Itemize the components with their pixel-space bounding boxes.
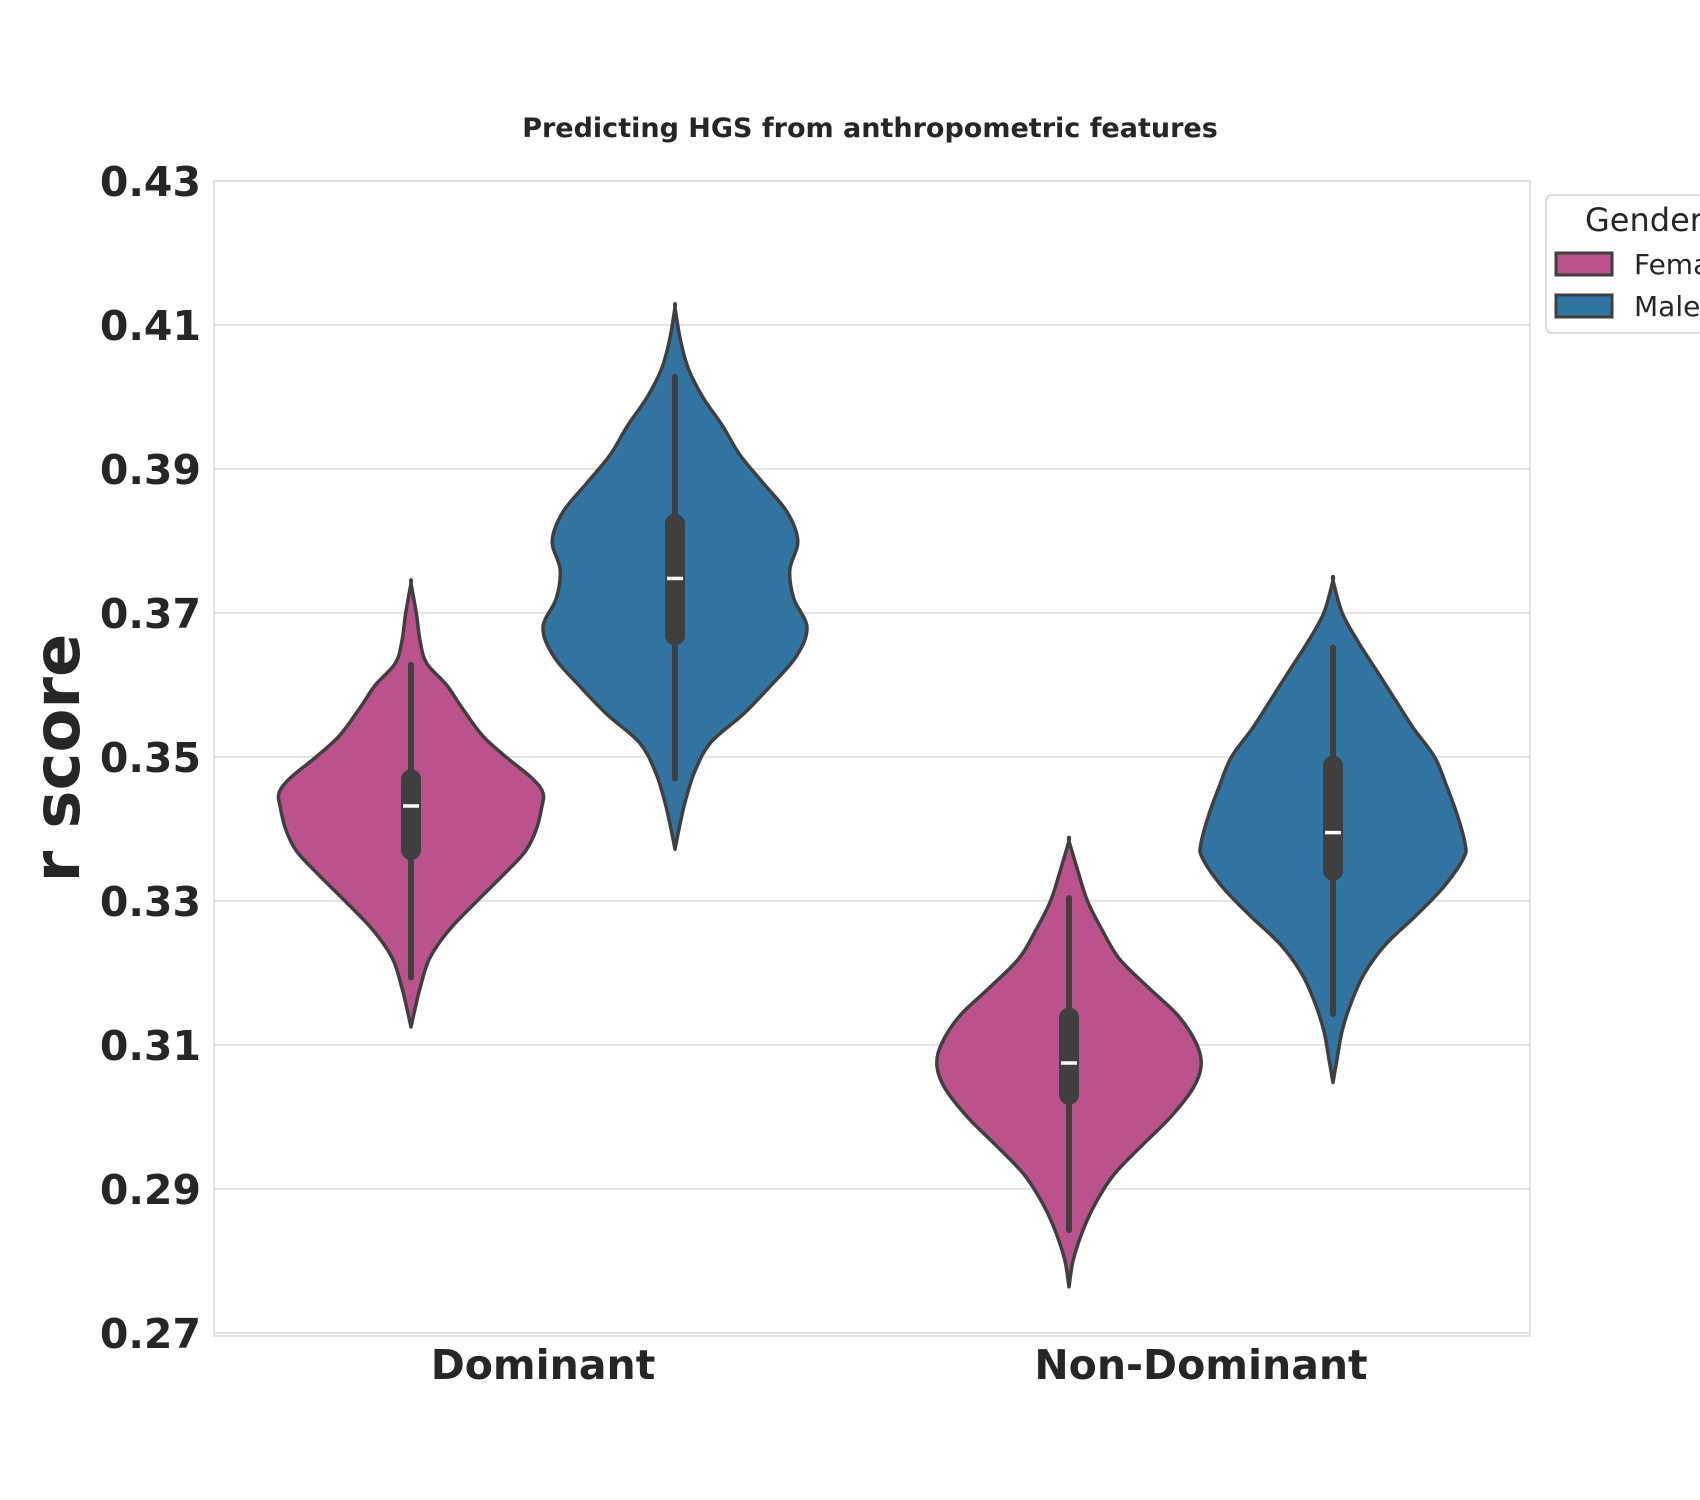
- y-tick-label: 0.35: [100, 734, 201, 782]
- violin-male-dominant: [541, 301, 809, 851]
- legend-label: Female: [1634, 248, 1700, 281]
- y-tick-label: 0.33: [100, 878, 201, 926]
- y-tick-label: 0.27: [100, 1310, 201, 1358]
- y-tick-label: 0.31: [100, 1022, 201, 1070]
- legend-title: Gender: [1585, 201, 1700, 239]
- legend: Gender Female Male: [1545, 194, 1700, 334]
- legend-label: Male: [1634, 290, 1700, 323]
- violin-iqr-box: [1059, 1007, 1079, 1105]
- y-tick-label: 0.41: [100, 302, 201, 350]
- violin-iqr-box: [1323, 755, 1343, 881]
- y-tick-label: 0.29: [100, 1166, 201, 1214]
- legend-swatch: [1554, 251, 1614, 277]
- chart-title: Predicting HGS from anthropometric featu…: [522, 113, 1218, 144]
- violin-male-non-dominant: [1198, 574, 1468, 1085]
- violins: [276, 301, 1468, 1289]
- x-tick-label: Non-Dominant: [1034, 1341, 1367, 1389]
- y-tick-label: 0.43: [100, 158, 201, 206]
- y-tick-label: 0.39: [100, 446, 201, 494]
- x-axis-ticks: Dominant Non-Dominant: [431, 1341, 1368, 1389]
- y-tick-label: 0.37: [100, 590, 201, 638]
- legend-swatch: [1554, 293, 1614, 319]
- violin-female-dominant: [276, 578, 546, 1029]
- y-axis-label: r score: [21, 634, 95, 883]
- legend-entry-female: Female: [1554, 248, 1700, 281]
- violin-iqr-box: [401, 769, 421, 860]
- legend-entry-male: Male: [1554, 290, 1700, 323]
- y-axis-ticks: 0.27 0.29 0.31 0.33 0.35 0.37 0.39 0.41 0.43: [100, 158, 201, 1358]
- x-tick-label: Dominant: [431, 1341, 656, 1389]
- violin-female-non-dominant: [935, 835, 1203, 1289]
- plot-frame: [213, 180, 1531, 1337]
